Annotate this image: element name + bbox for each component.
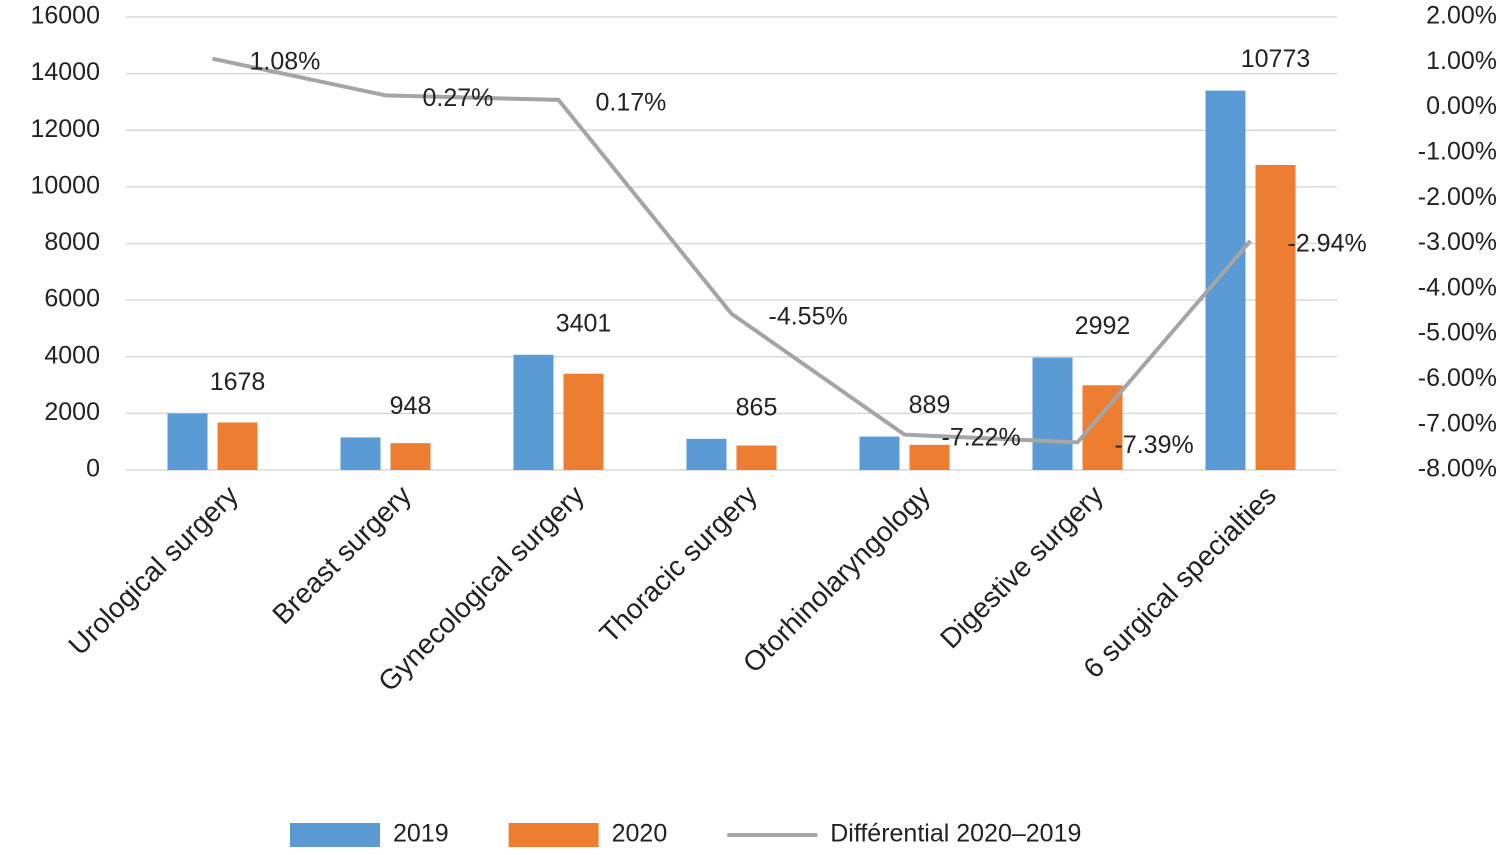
bar — [1032, 357, 1073, 470]
line-label: 0.27% — [423, 84, 494, 112]
legend-label: 2019 — [393, 820, 449, 848]
bar — [340, 437, 381, 470]
x-tick-label: Breast surgery — [266, 480, 417, 631]
bar — [1205, 90, 1246, 471]
bar — [563, 373, 604, 470]
data-label: 2992 — [1075, 312, 1131, 340]
legend-label: Différential 2020–2019 — [830, 820, 1081, 848]
y-tick-label: 6000 — [44, 285, 100, 313]
y2-tick-label: -6.00% — [1418, 364, 1497, 392]
y2-tick-label: 2.00% — [1426, 2, 1497, 30]
legend-swatch — [508, 823, 599, 847]
bar — [909, 444, 950, 470]
line-label: -2.94% — [1288, 229, 1367, 257]
bar — [513, 354, 554, 470]
y-tick-label: 4000 — [44, 341, 100, 369]
x-tick-label: Otorhinolaryngology — [737, 480, 936, 679]
y-tick-label: 16000 — [30, 2, 100, 30]
y-tick-label: 2000 — [44, 398, 100, 426]
y2-tick-label: 1.00% — [1426, 47, 1497, 75]
line-label: 1.08% — [250, 47, 321, 75]
y2-tick-label: -8.00% — [1418, 455, 1497, 483]
data-label: 865 — [736, 393, 778, 421]
y2-tick-label: -2.00% — [1418, 183, 1497, 211]
bar — [859, 436, 900, 470]
line-label: -4.55% — [769, 302, 848, 330]
bar — [167, 413, 208, 470]
data-label: 3401 — [556, 309, 612, 337]
bar — [736, 445, 777, 470]
y-tick-label: 12000 — [30, 115, 100, 143]
x-tick-label: Urological surgery — [62, 480, 243, 661]
y-tick-label: 10000 — [30, 171, 100, 199]
line-label: -7.39% — [1115, 431, 1194, 459]
data-label: 948 — [390, 392, 432, 420]
line-label: 0.17% — [596, 89, 667, 117]
y-tick-label: 0 — [86, 455, 100, 483]
data-label: 889 — [909, 391, 951, 419]
legend-swatch — [290, 823, 380, 847]
y2-tick-label: -7.00% — [1418, 409, 1497, 437]
y2-tick-label: -3.00% — [1418, 228, 1497, 256]
line-label: -7.22% — [942, 423, 1021, 451]
y2-tick-label: -5.00% — [1418, 319, 1497, 347]
legend-label: 2020 — [612, 820, 668, 848]
y2-tick-label: -1.00% — [1418, 138, 1497, 166]
line — [212, 56, 1253, 445]
y2-tick-label: -4.00% — [1418, 273, 1497, 301]
y-tick-label: 14000 — [30, 58, 100, 86]
x-tick-label: 6 surgical specialties — [1077, 480, 1282, 685]
bar — [217, 422, 258, 470]
y-tick-label: 8000 — [44, 228, 100, 256]
data-label: 10773 — [1241, 45, 1311, 73]
x-tick-label: Digestive surgery — [934, 480, 1109, 655]
bar — [1255, 164, 1296, 470]
x-tick-label: Thoracic surgery — [594, 480, 763, 649]
data-label: 1678 — [210, 368, 266, 396]
bar — [390, 443, 431, 470]
bar — [686, 438, 727, 470]
y2-tick-label: 0.00% — [1426, 92, 1497, 120]
